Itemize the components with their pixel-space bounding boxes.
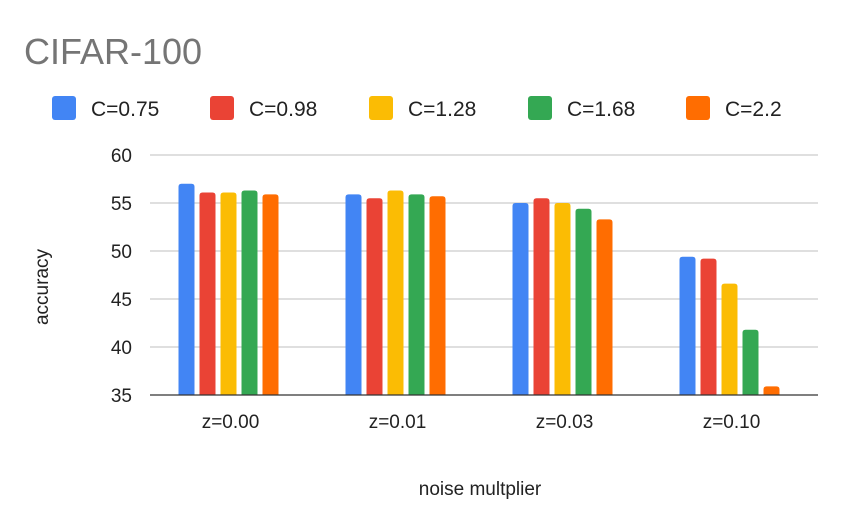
legend-label-1: C=0.98 [249, 98, 317, 121]
legend-swatch-1 [210, 96, 234, 120]
bar-0-1 [199, 192, 216, 395]
y-tick-label-1: 40 [111, 338, 132, 359]
bar-3-0 [679, 256, 696, 395]
x-axis-title: noise multplier [419, 479, 542, 500]
bar-2-3 [575, 208, 592, 395]
bar-0-2 [220, 192, 237, 395]
x-tick-label-0: z=0.00 [202, 412, 260, 433]
legend-swatch-4 [686, 96, 710, 120]
legend-swatch-0 [52, 96, 76, 120]
bar-2-2 [554, 203, 571, 395]
x-tick-label-2: z=0.03 [536, 412, 594, 433]
bar-0-0 [178, 183, 195, 395]
chart-title: CIFAR-100 [24, 31, 202, 72]
legend-swatch-2 [369, 96, 393, 120]
x-axis-ticks: z=0.00 z=0.01 z=0.03 z=0.10 [202, 412, 761, 433]
bar-2-1 [533, 198, 550, 395]
legend-swatch-3 [528, 96, 552, 120]
bar-1-4 [429, 196, 446, 395]
y-tick-label-2: 45 [111, 290, 132, 311]
legend-label-2: C=1.28 [408, 98, 476, 121]
bar-0-4 [262, 194, 279, 395]
y-axis-title: accuracy [32, 248, 53, 325]
x-tick-label-1: z=0.01 [369, 412, 427, 433]
y-tick-label-5: 60 [111, 146, 132, 167]
y-axis-ticks: 35 40 45 50 55 60 [111, 146, 132, 407]
bar-2-0 [512, 203, 529, 395]
bar-3-2 [721, 283, 738, 395]
bar-3-3 [742, 329, 759, 395]
bar-0-3 [241, 190, 258, 395]
legend-label-4: C=2.2 [725, 98, 782, 121]
bar-1-0 [345, 194, 362, 395]
legend-label-3: C=1.68 [567, 98, 635, 121]
bar-2-4 [596, 219, 613, 395]
bar-3-4 [763, 386, 780, 395]
y-tick-label-4: 55 [111, 194, 132, 215]
legend: C=0.75 C=0.98 C=1.28 C=1.68 C=2.2 [52, 96, 782, 121]
bar-3-1 [700, 258, 717, 395]
bar-1-1 [366, 198, 383, 395]
x-tick-label-3: z=0.10 [703, 412, 761, 433]
y-tick-label-0: 35 [111, 386, 132, 407]
bar-1-3 [408, 194, 425, 395]
legend-label-0: C=0.75 [91, 98, 159, 121]
bars [178, 183, 780, 395]
bar-1-2 [387, 190, 404, 395]
y-tick-label-3: 50 [111, 242, 132, 263]
